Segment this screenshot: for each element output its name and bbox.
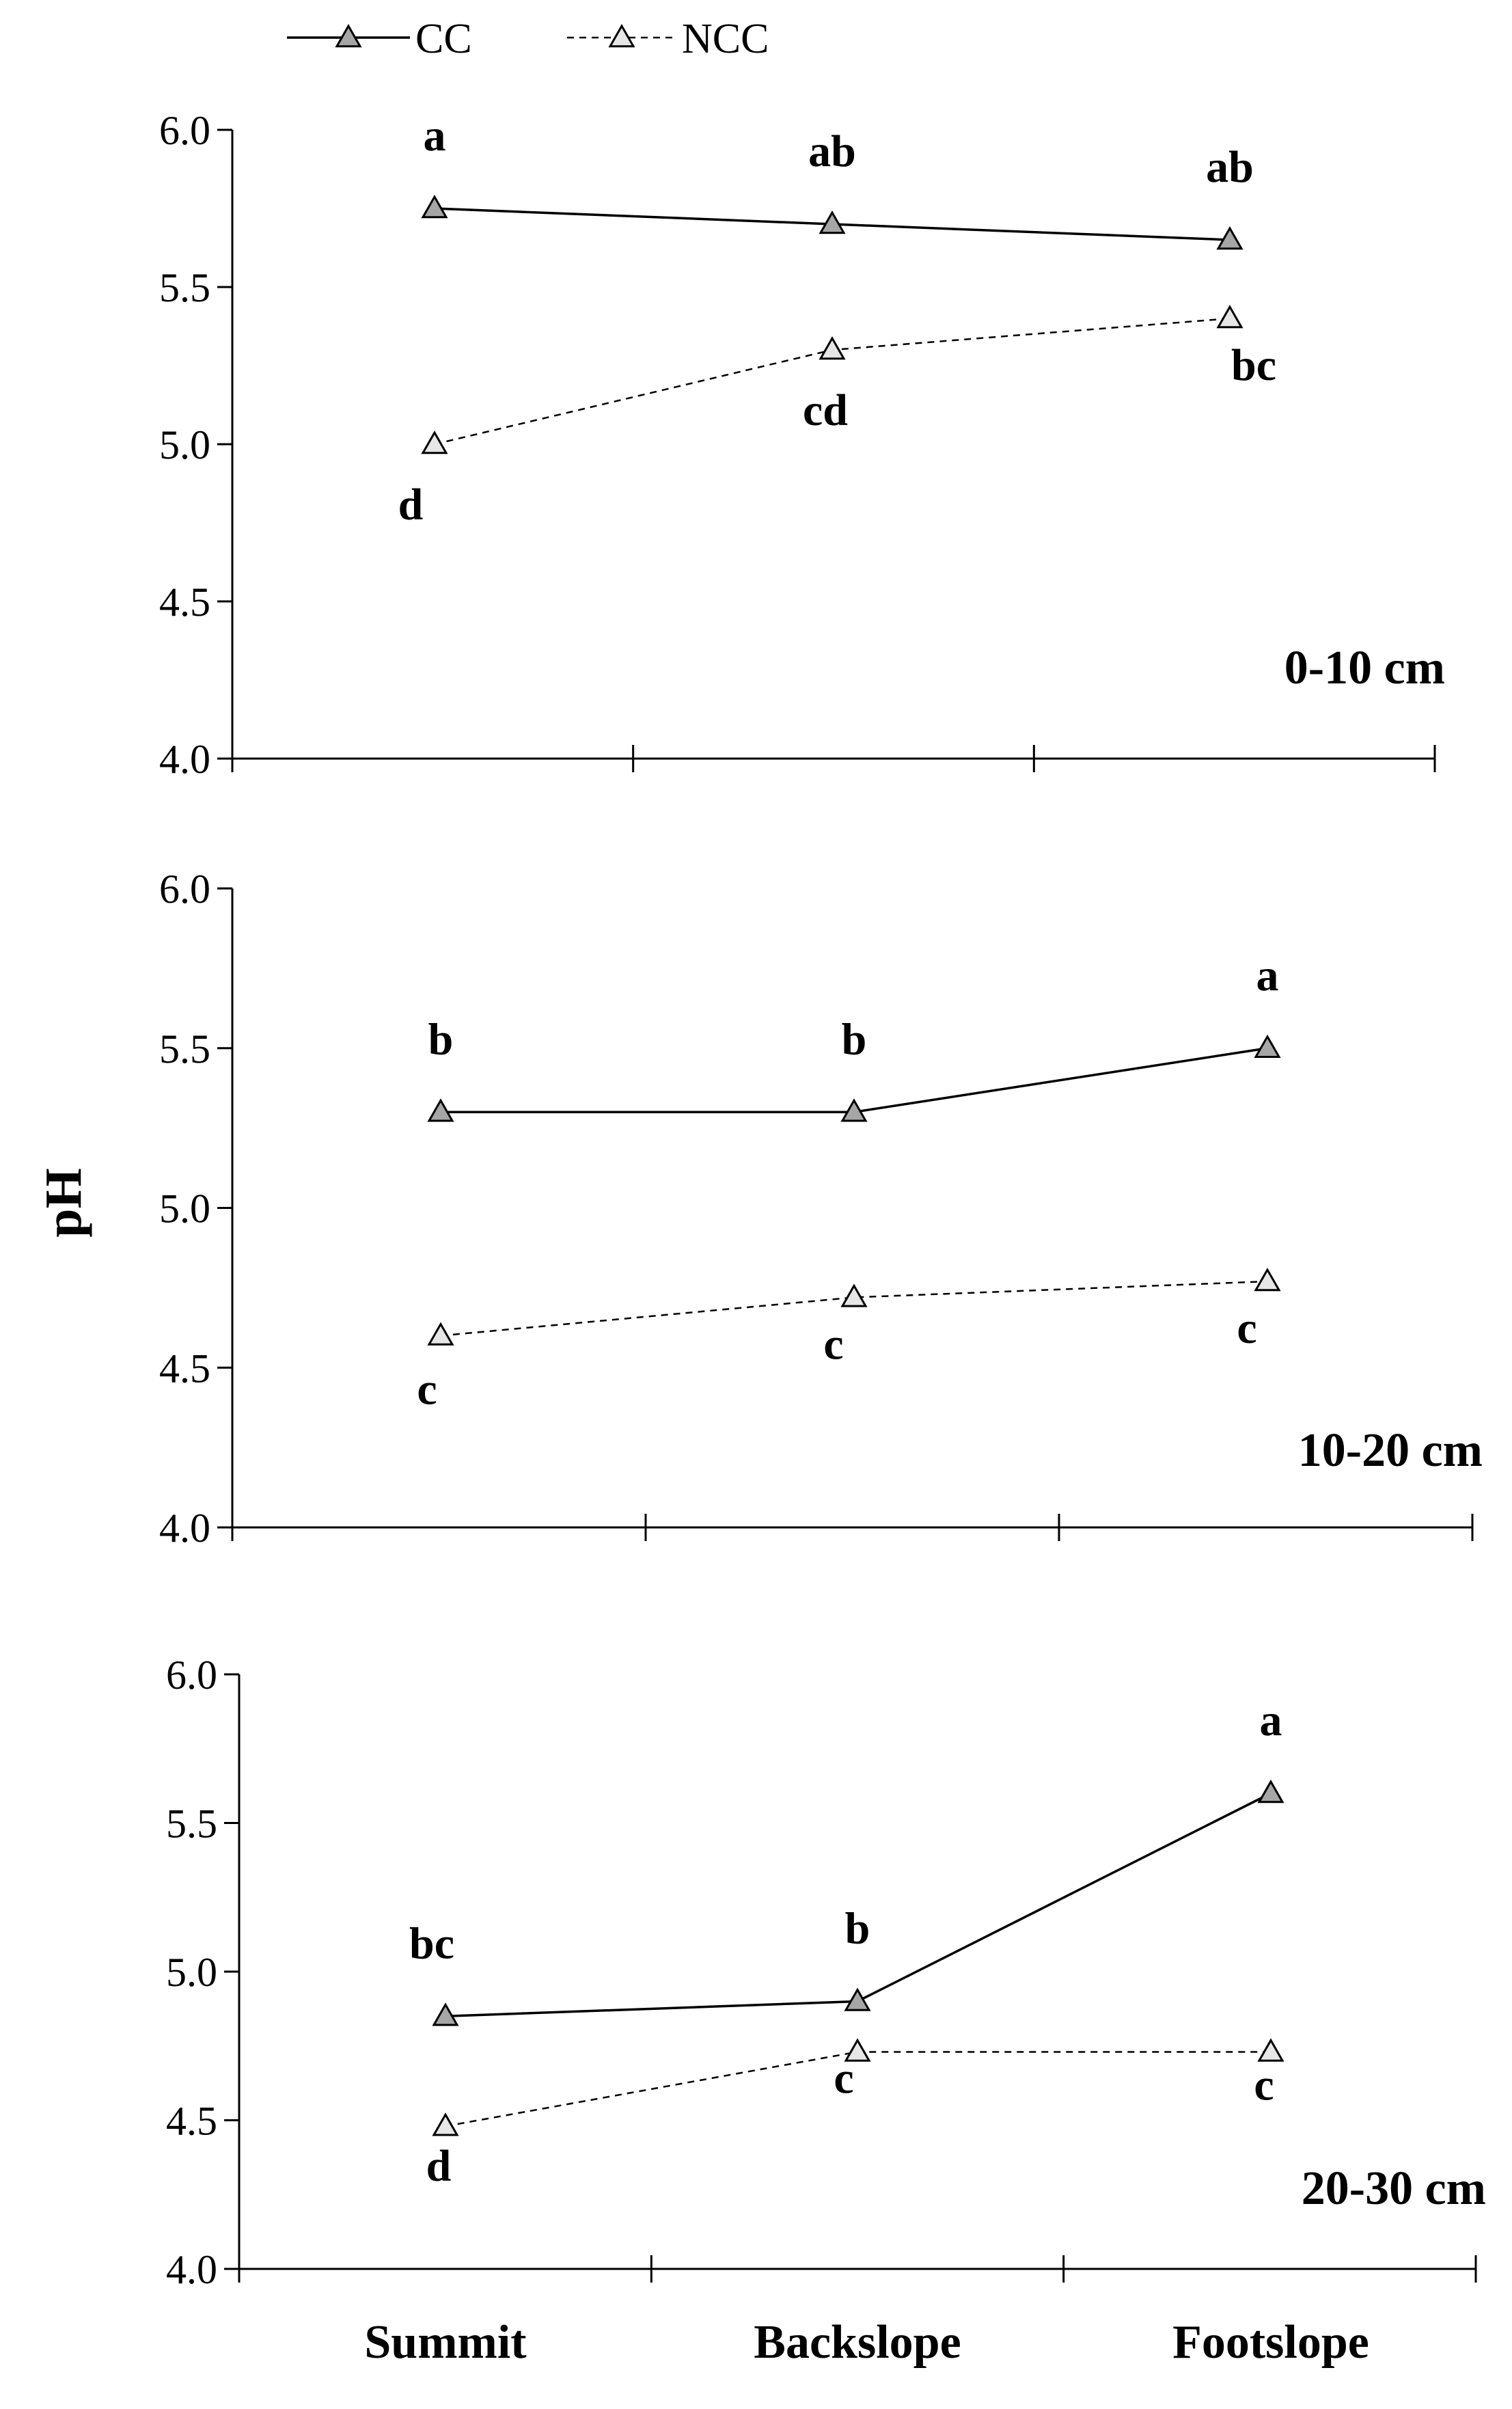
- panel-2: 4.0 4.5 5.0 5.5 6.0 b b a c c c 10-20 cm: [159, 867, 1483, 1551]
- x-category-label: Backslope: [754, 2316, 961, 2369]
- y-tick-label: 4.5: [166, 2099, 217, 2144]
- y-tick-label: 4.5: [159, 1346, 210, 1391]
- significance-letter: b: [845, 1904, 870, 1954]
- data-point-cc: [844, 1987, 871, 2011]
- data-point-ncc: [1257, 2038, 1284, 2062]
- significance-letter: a: [424, 111, 446, 161]
- panel-3: 4.0 4.5 5.0 5.5 6.0 bc b a d c c 20-30 cm Summit Back…: [166, 1652, 1486, 2369]
- panel-1: 4.0 4.5 5.0 5.5 6.0 a ab ab d cd bc 0-10 cm: [159, 108, 1445, 782]
- y-tick-label: 5.0: [159, 1186, 210, 1231]
- significance-letter: c: [1254, 2060, 1274, 2110]
- data-point-cc: [421, 194, 448, 219]
- x-category-label: Summit: [364, 2316, 526, 2369]
- significance-letter: c: [834, 2053, 853, 2103]
- legend-marker-cc: [335, 23, 362, 48]
- y-tick-label: 4.0: [159, 1506, 210, 1551]
- significance-letter: ab: [808, 126, 856, 176]
- significance-letter: d: [426, 2141, 452, 2191]
- significance-letter: c: [1237, 1303, 1256, 1353]
- data-point-cc: [1216, 226, 1243, 250]
- y-tick-label: 4.0: [166, 2247, 217, 2292]
- y-axis-label: pH: [35, 1168, 92, 1237]
- significance-letter: c: [823, 1319, 843, 1369]
- y-tick-label: 4.0: [159, 737, 210, 782]
- data-point-cc: [427, 1098, 454, 1122]
- series-line-ncc: [445, 2051, 1271, 2127]
- y-tick-label: 5.5: [159, 1026, 210, 1072]
- legend: CC NCC: [287, 16, 769, 62]
- legend-label-ncc: NCC: [682, 16, 769, 62]
- y-tick-label: 4.5: [159, 580, 210, 625]
- y-tick-label: 5.5: [166, 1801, 217, 1847]
- depth-label: 20-30 cm: [1302, 2162, 1486, 2215]
- y-tick-label: 6.0: [166, 1652, 217, 1698]
- data-point-cc: [432, 2002, 459, 2026]
- y-tick-label: 5.0: [159, 422, 210, 467]
- data-point-ncc: [844, 2038, 871, 2062]
- x-category-label: Footslope: [1172, 2316, 1369, 2369]
- data-point-ncc: [432, 2112, 459, 2136]
- depth-label: 0-10 cm: [1284, 642, 1445, 694]
- significance-letter: a: [1260, 1696, 1282, 1745]
- data-point-ncc: [427, 1322, 454, 1346]
- legend-label-cc: CC: [415, 16, 472, 62]
- depth-label: 10-20 cm: [1298, 1424, 1483, 1477]
- data-point-ncc: [819, 336, 846, 360]
- y-tick-label: 5.0: [166, 1950, 217, 1995]
- significance-letter: a: [1256, 951, 1279, 1001]
- data-point-ncc: [421, 430, 448, 454]
- significance-letter: bc: [409, 1918, 454, 1968]
- significance-letter: c: [417, 1365, 437, 1415]
- data-point-cc: [1257, 1779, 1284, 1804]
- legend-marker-ncc: [608, 23, 635, 48]
- series-line-ncc: [440, 1280, 1268, 1337]
- significance-letter: d: [398, 480, 424, 530]
- data-point-ncc: [1254, 1268, 1281, 1292]
- significance-letter: b: [842, 1014, 867, 1064]
- significance-letter: ab: [1206, 142, 1254, 192]
- data-point-ncc: [1216, 304, 1243, 329]
- data-point-ncc: [840, 1283, 868, 1307]
- y-tick-label: 6.0: [159, 867, 210, 912]
- data-point-cc: [819, 210, 846, 234]
- y-tick-label: 5.5: [159, 265, 210, 310]
- significance-letter: b: [428, 1014, 454, 1064]
- data-point-cc: [840, 1098, 868, 1122]
- significance-letter: bc: [1231, 340, 1276, 390]
- significance-letter: cd: [803, 385, 848, 435]
- data-point-cc: [1254, 1034, 1281, 1058]
- y-tick-label: 6.0: [159, 108, 210, 153]
